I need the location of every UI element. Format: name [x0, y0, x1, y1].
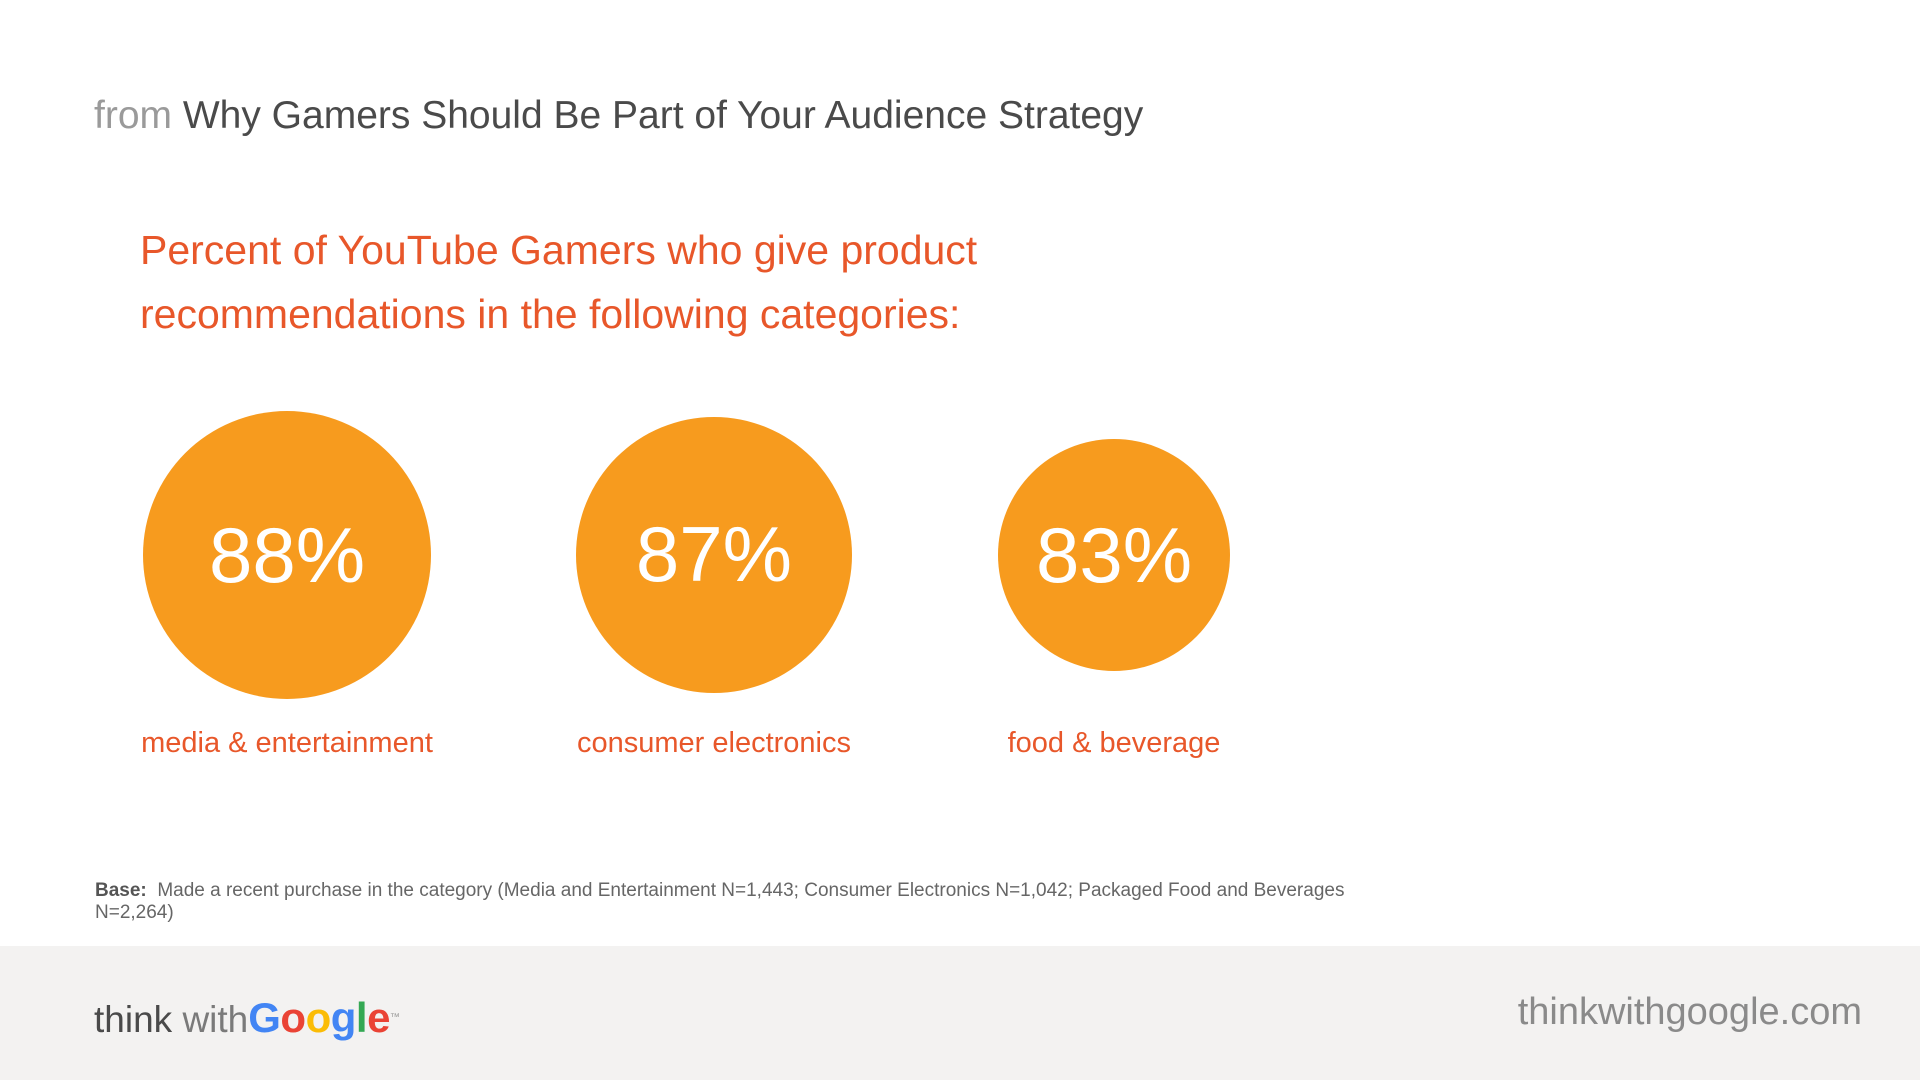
chart-title-line-1: Percent of YouTube Gamers who give produ…: [140, 227, 978, 273]
brand-with: with: [182, 999, 249, 1040]
bubble-value-label: 83%: [1035, 510, 1193, 599]
google-wordmark: Google: [248, 994, 390, 1041]
trademark-mark: ™: [389, 1012, 400, 1023]
footnote-text: Made a recent purchase in the category (…: [95, 880, 1345, 923]
bubble-value-label: 88%: [208, 510, 366, 599]
bubble-chart: 88% media & entertainment 87% consumer elec…: [0, 380, 1920, 780]
category-label: food & beverage: [1007, 727, 1221, 759]
think-with-google-logo: think withGoogle™: [94, 996, 400, 1042]
footnote: Base: Made a recent purchase in the cate…: [95, 880, 1425, 924]
bubble-value-label: 87%: [635, 510, 793, 599]
source-line: from Why Gamers Should Be Part of Your A…: [94, 92, 1143, 140]
site-url[interactable]: thinkwithgoogle.com: [1517, 991, 1862, 1033]
source-title: Why Gamers Should Be Part of Your Audien…: [182, 94, 1144, 137]
chart-title-line-2: recommendations in the following categor…: [140, 291, 961, 337]
chart-title: Percent of YouTube Gamers who give produ…: [140, 218, 1140, 346]
footnote-label: Base:: [95, 880, 147, 901]
bubble-3: 83%: [998, 439, 1230, 671]
category-label: media & entertainment: [141, 727, 433, 759]
brand-think: think: [94, 999, 173, 1040]
source-prefix: from: [94, 94, 172, 137]
category-label: consumer electronics: [577, 727, 851, 759]
bubble-1: 88%: [143, 411, 431, 699]
bubble-2: 87%: [575, 416, 853, 694]
footer: think withGoogle™ thinkwithgoogle.com: [0, 946, 1920, 1080]
